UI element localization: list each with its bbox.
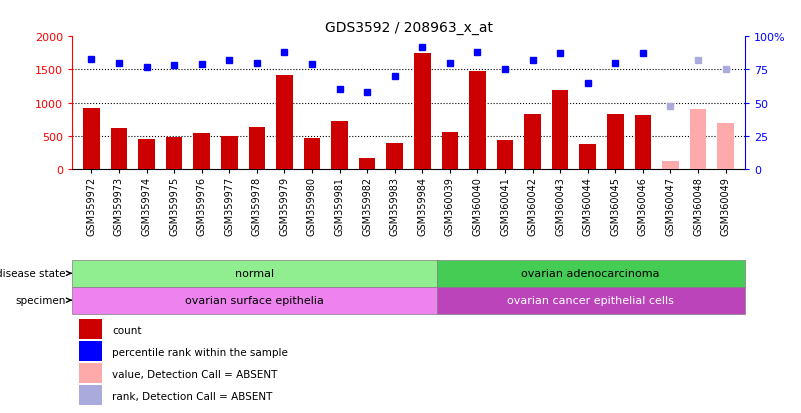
Text: specimen: specimen [15, 295, 71, 306]
Text: percentile rank within the sample: percentile rank within the sample [112, 347, 288, 357]
Bar [83, 109, 99, 169]
Bar [607, 115, 624, 169]
Bar [359, 159, 376, 169]
Bar [78, 341, 103, 361]
Bar [437, 260, 745, 287]
Text: normal: normal [235, 268, 274, 279]
Bar [111, 128, 127, 169]
Bar [634, 116, 651, 169]
Bar [304, 138, 320, 169]
Bar [72, 287, 437, 314]
Bar [332, 122, 348, 169]
Bar [193, 133, 210, 169]
Bar [221, 136, 238, 169]
Bar [525, 115, 541, 169]
Text: count: count [112, 325, 142, 335]
Bar [248, 128, 265, 169]
Title: GDS3592 / 208963_x_at: GDS3592 / 208963_x_at [324, 21, 493, 35]
Text: rank, Detection Call = ABSENT: rank, Detection Call = ABSENT [112, 391, 273, 401]
Text: ovarian adenocarcinoma: ovarian adenocarcinoma [521, 268, 660, 279]
Bar [72, 260, 437, 287]
Bar [386, 144, 403, 169]
Bar [690, 110, 706, 169]
Bar [497, 140, 513, 169]
Text: ovarian surface epithelia: ovarian surface epithelia [185, 295, 324, 306]
Bar [166, 138, 183, 169]
Bar [552, 91, 569, 169]
Bar [276, 76, 292, 169]
Bar [662, 162, 678, 169]
Bar [78, 319, 103, 339]
Text: ovarian cancer epithelial cells: ovarian cancer epithelial cells [507, 295, 674, 306]
Bar [414, 54, 431, 169]
Bar [579, 145, 596, 169]
Bar [78, 385, 103, 405]
Bar [78, 363, 103, 383]
Text: disease state: disease state [0, 268, 71, 279]
Bar [139, 140, 155, 169]
Text: value, Detection Call = ABSENT: value, Detection Call = ABSENT [112, 369, 278, 379]
Bar [437, 287, 745, 314]
Bar [469, 71, 485, 169]
Bar [441, 132, 458, 169]
Bar [718, 124, 734, 169]
